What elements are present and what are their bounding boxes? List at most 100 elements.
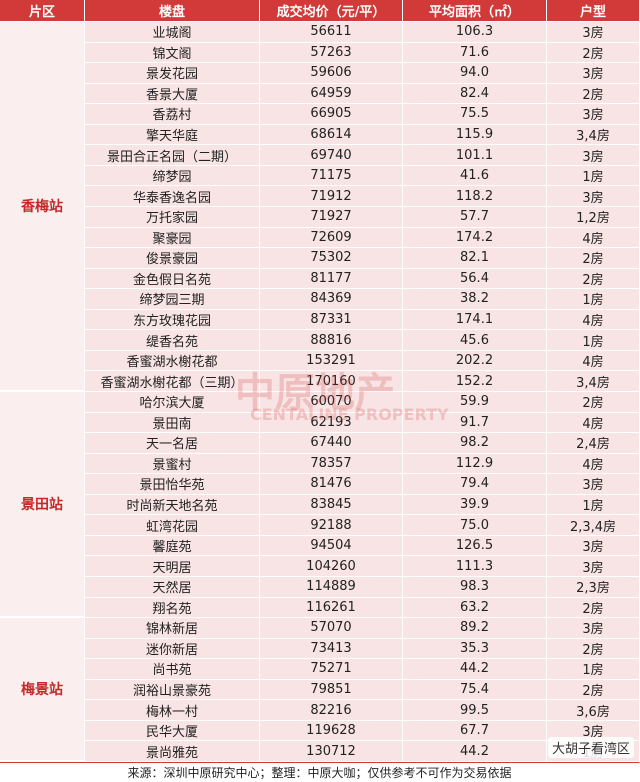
avg-price: 92188 [260,515,403,536]
avg-area: 98.2 [403,433,547,454]
property-name: 香蜜湖水榭花都 [85,350,260,372]
unit-type: 1房 [547,165,640,187]
unit-type: 1房 [547,494,640,516]
avg-price: 119628 [260,720,403,742]
unit-type: 2房 [547,42,640,64]
property-name: 香荔村 [85,104,260,125]
property-name: 锦林新居 [85,618,260,639]
avg-price: 153291 [260,350,403,372]
avg-area: 44.2 [403,659,547,680]
property-name: 东方玫瑰花园 [85,309,260,331]
avg-area: 115.9 [403,124,547,146]
avg-price: 170160 [260,371,403,392]
avg-area: 41.6 [403,165,547,187]
avg-price: 78357 [260,453,403,475]
unit-type: 1房 [547,289,640,310]
property-name: 景田合正名园（二期） [85,145,260,166]
avg-price: 84369 [260,289,403,310]
unit-type: 2房 [547,248,640,269]
property-name: 虹湾花园 [85,515,260,536]
property-name: 尚书苑 [85,659,260,680]
unit-type: 4房 [547,227,640,249]
property-name: 景田南 [85,412,260,434]
avg-price: 130712 [260,741,403,762]
avg-price: 75302 [260,248,403,269]
unit-type: 3房 [547,556,640,577]
avg-area: 38.2 [403,289,547,310]
avg-price: 79851 [260,679,403,701]
unit-type: 3房 [547,63,640,84]
unit-type: 3房 [547,535,640,557]
avg-area: 56.4 [403,268,547,290]
avg-area: 118.2 [403,186,547,207]
avg-price: 81476 [260,474,403,495]
unit-type: 2房 [547,392,640,413]
property-name: 香景大厦 [85,83,260,105]
property-name: 锦文阁 [85,42,260,64]
header-cell: 楼盘 [85,0,260,22]
district-cell: 景田站 [0,392,85,619]
property-name: 哈尔滨大厦 [85,392,260,413]
district-cell: 香梅站 [0,22,85,392]
avg-area: 152.2 [403,371,547,392]
property-name: 景蜜村 [85,453,260,475]
avg-price: 57263 [260,42,403,64]
avg-price: 81177 [260,268,403,290]
property-name: 景发花园 [85,63,260,84]
avg-price: 73413 [260,638,403,660]
avg-price: 83845 [260,494,403,516]
avg-price: 64959 [260,83,403,105]
header-cell: 片区 [0,0,85,22]
account-tag: 大胡子看湾区 [547,737,634,758]
avg-area: 71.6 [403,42,547,64]
avg-price: 71912 [260,186,403,207]
unit-type: 2,4房 [547,433,640,454]
property-name: 天明居 [85,556,260,577]
avg-area: 57.7 [403,207,547,228]
avg-area: 126.5 [403,535,547,557]
unit-type: 4房 [547,412,640,434]
avg-area: 101.1 [403,145,547,166]
avg-area: 112.9 [403,453,547,475]
avg-price: 87331 [260,309,403,331]
avg-price: 62193 [260,412,403,434]
avg-area: 79.4 [403,474,547,495]
property-name: 迷你新居 [85,638,260,660]
avg-area: 75.4 [403,679,547,701]
avg-price: 56611 [260,22,403,43]
avg-area: 82.1 [403,248,547,269]
avg-price: 59606 [260,63,403,84]
footer-note: 来源：深圳中原研究中心；整理：中原大咖；仅供参考不可作为交易依据 [0,762,640,782]
unit-type: 2,3,4房 [547,515,640,536]
avg-area: 106.3 [403,22,547,43]
unit-type: 3房 [547,474,640,495]
unit-type: 2房 [547,638,640,660]
avg-area: 75.0 [403,515,547,536]
avg-price: 94504 [260,535,403,557]
avg-area: 59.9 [403,392,547,413]
avg-area: 39.9 [403,494,547,516]
avg-price: 72609 [260,227,403,249]
property-name: 缔梦园三期 [85,289,260,310]
avg-area: 75.5 [403,104,547,125]
avg-price: 57070 [260,618,403,639]
avg-price: 75271 [260,659,403,680]
avg-area: 91.7 [403,412,547,434]
unit-type: 1房 [547,330,640,351]
header-cell: 户型 [547,0,640,22]
avg-price: 88816 [260,330,403,351]
avg-area: 67.7 [403,720,547,742]
unit-type: 4房 [547,350,640,372]
avg-area: 82.4 [403,83,547,105]
avg-price: 66905 [260,104,403,125]
unit-type: 3房 [547,186,640,207]
avg-area: 98.3 [403,577,547,598]
property-name: 景尚雅苑 [85,741,260,762]
avg-price: 68614 [260,124,403,146]
unit-type: 2房 [547,597,640,619]
property-name: 华泰香逸名园 [85,186,260,207]
unit-type: 2房 [547,679,640,701]
avg-price: 71927 [260,207,403,228]
avg-price: 82216 [260,700,403,721]
